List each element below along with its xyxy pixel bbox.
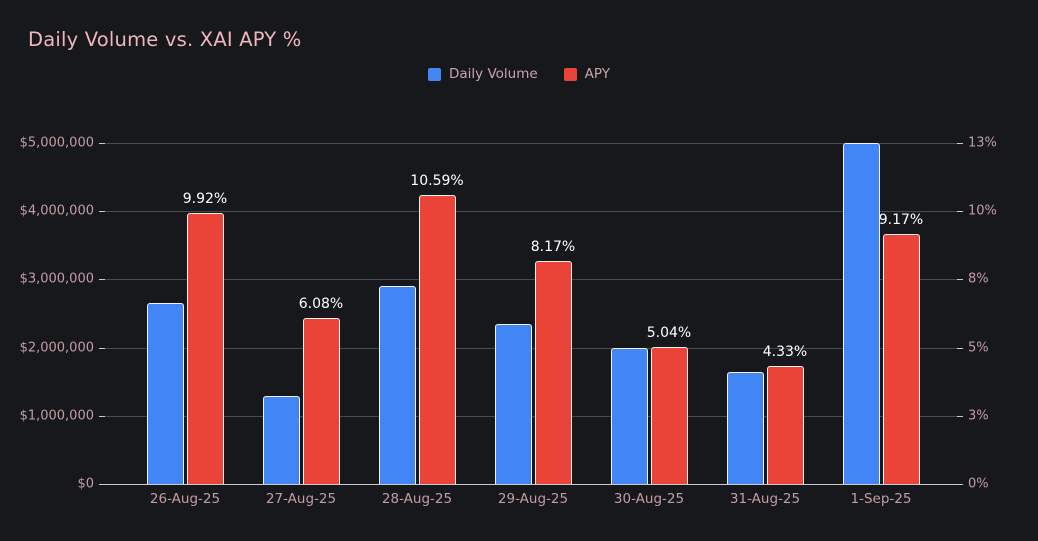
apy-bar-27-Aug-25[interactable]: 6.08% bbox=[299, 296, 343, 484]
grid-line bbox=[105, 211, 957, 213]
x-axis-tick-label: 28-Aug-25 bbox=[381, 491, 453, 507]
left-axis-tick-label: $4,000,000 bbox=[19, 203, 94, 219]
right-axis-tick-label: 13% bbox=[968, 135, 997, 151]
right-tick-mark bbox=[957, 415, 963, 417]
apy-bar-1-Sep-25[interactable]: 9.17% bbox=[879, 212, 923, 484]
bar-group-31-Aug-25: 4.33% bbox=[707, 143, 823, 484]
x-axis-tick-label: 31-Aug-25 bbox=[729, 491, 801, 507]
grid-line bbox=[105, 143, 957, 144]
legend-label-daily-volume: Daily Volume bbox=[449, 66, 538, 82]
legend: Daily Volume APY bbox=[0, 66, 1038, 82]
bar-group-28-Aug-25: 10.59% bbox=[359, 143, 475, 484]
right-axis-tick-label: 0% bbox=[968, 476, 989, 492]
x-axis: 26-Aug-25 27-Aug-25 28-Aug-25 29-Aug-25 30-A… bbox=[127, 491, 939, 507]
apy-value-label: 10.59% bbox=[410, 173, 464, 190]
left-axis-tick-label: $5,000,000 bbox=[19, 135, 94, 151]
right-axis-tick-label: 3% bbox=[968, 408, 989, 424]
apy-value-label: 8.17% bbox=[530, 239, 576, 256]
daily-volume-bar-1-Sep-25[interactable] bbox=[842, 143, 880, 484]
daily-volume-bar-26-Aug-25[interactable] bbox=[146, 303, 184, 484]
apy-swatch-icon bbox=[563, 67, 577, 81]
left-tick-mark bbox=[99, 347, 105, 349]
apy-bar-31-Aug-25[interactable]: 4.33% bbox=[763, 344, 807, 484]
right-tick-mark bbox=[957, 484, 963, 485]
daily-volume-bar-28-Aug-25[interactable] bbox=[378, 285, 416, 484]
plot-area: $5,000,000 13% $4,000,000 10% $3,000,000 8% $2… bbox=[20, 136, 997, 508]
left-tick-mark bbox=[99, 143, 105, 144]
right-axis-tick-label: 5% bbox=[968, 340, 989, 356]
bar-group-1-Sep-25: 9.17% bbox=[823, 143, 939, 484]
apy-bar-29-Aug-25[interactable]: 8.17% bbox=[531, 239, 575, 484]
apy-bar-26-Aug-25[interactable]: 9.92% bbox=[183, 191, 227, 484]
right-tick-mark bbox=[957, 143, 963, 144]
left-tick-mark bbox=[99, 279, 105, 281]
left-axis-tick-label: $0 bbox=[77, 476, 94, 492]
x-axis-tick-label: 29-Aug-25 bbox=[497, 491, 569, 507]
x-axis-tick-label: 1-Sep-25 bbox=[850, 491, 912, 507]
left-axis-tick-label: $2,000,000 bbox=[19, 340, 94, 356]
daily-volume-bar-27-Aug-25[interactable] bbox=[262, 396, 300, 484]
left-tick-mark bbox=[99, 415, 105, 417]
legend-item-apy[interactable]: APY bbox=[563, 66, 610, 82]
apy-bar-28-Aug-25[interactable]: 10.59% bbox=[410, 173, 464, 484]
legend-label-apy: APY bbox=[584, 66, 610, 82]
bar-group-30-Aug-25: 5.04% bbox=[591, 143, 707, 484]
right-tick-mark bbox=[957, 279, 963, 281]
legend-item-daily-volume[interactable]: Daily Volume bbox=[428, 66, 538, 82]
bar-group-29-Aug-25: 8.17% bbox=[475, 143, 591, 484]
x-axis-tick-label: 26-Aug-25 bbox=[149, 491, 221, 507]
daily-volume-bar-31-Aug-25[interactable] bbox=[726, 372, 764, 484]
grid-line bbox=[105, 279, 957, 281]
right-tick-mark bbox=[957, 347, 963, 349]
apy-value-label: 6.08% bbox=[298, 296, 344, 313]
apy-value-label: 9.92% bbox=[182, 191, 228, 208]
bars-layer: 9.92% 6.08% 10.59% 8.17% 5.04% 4.33% 9.17% bbox=[127, 143, 939, 484]
chart-title: Daily Volume vs. XAI APY % bbox=[28, 28, 302, 51]
right-axis-tick-label: 8% bbox=[968, 271, 989, 287]
x-axis-tick-label: 30-Aug-25 bbox=[613, 491, 685, 507]
x-axis-tick-label: 27-Aug-25 bbox=[265, 491, 337, 507]
daily-volume-bar-29-Aug-25[interactable] bbox=[494, 324, 532, 484]
bar-group-27-Aug-25: 6.08% bbox=[243, 143, 359, 484]
right-axis-tick-label: 10% bbox=[968, 203, 997, 219]
daily-volume-bar-30-Aug-25[interactable] bbox=[610, 347, 648, 484]
apy-value-label: 9.17% bbox=[878, 211, 924, 228]
left-axis-tick-label: $3,000,000 bbox=[19, 271, 94, 287]
left-tick-mark bbox=[99, 484, 105, 485]
apy-value-label: 4.33% bbox=[762, 343, 808, 360]
left-axis-tick-label: $1,000,000 bbox=[19, 408, 94, 424]
apy-bar-30-Aug-25[interactable]: 5.04% bbox=[647, 325, 691, 484]
apy-value-label: 5.04% bbox=[646, 324, 692, 341]
left-tick-mark bbox=[99, 211, 105, 213]
daily-volume-swatch-icon bbox=[428, 67, 441, 81]
right-tick-mark bbox=[957, 211, 963, 213]
bar-group-26-Aug-25: 9.92% bbox=[127, 143, 243, 484]
